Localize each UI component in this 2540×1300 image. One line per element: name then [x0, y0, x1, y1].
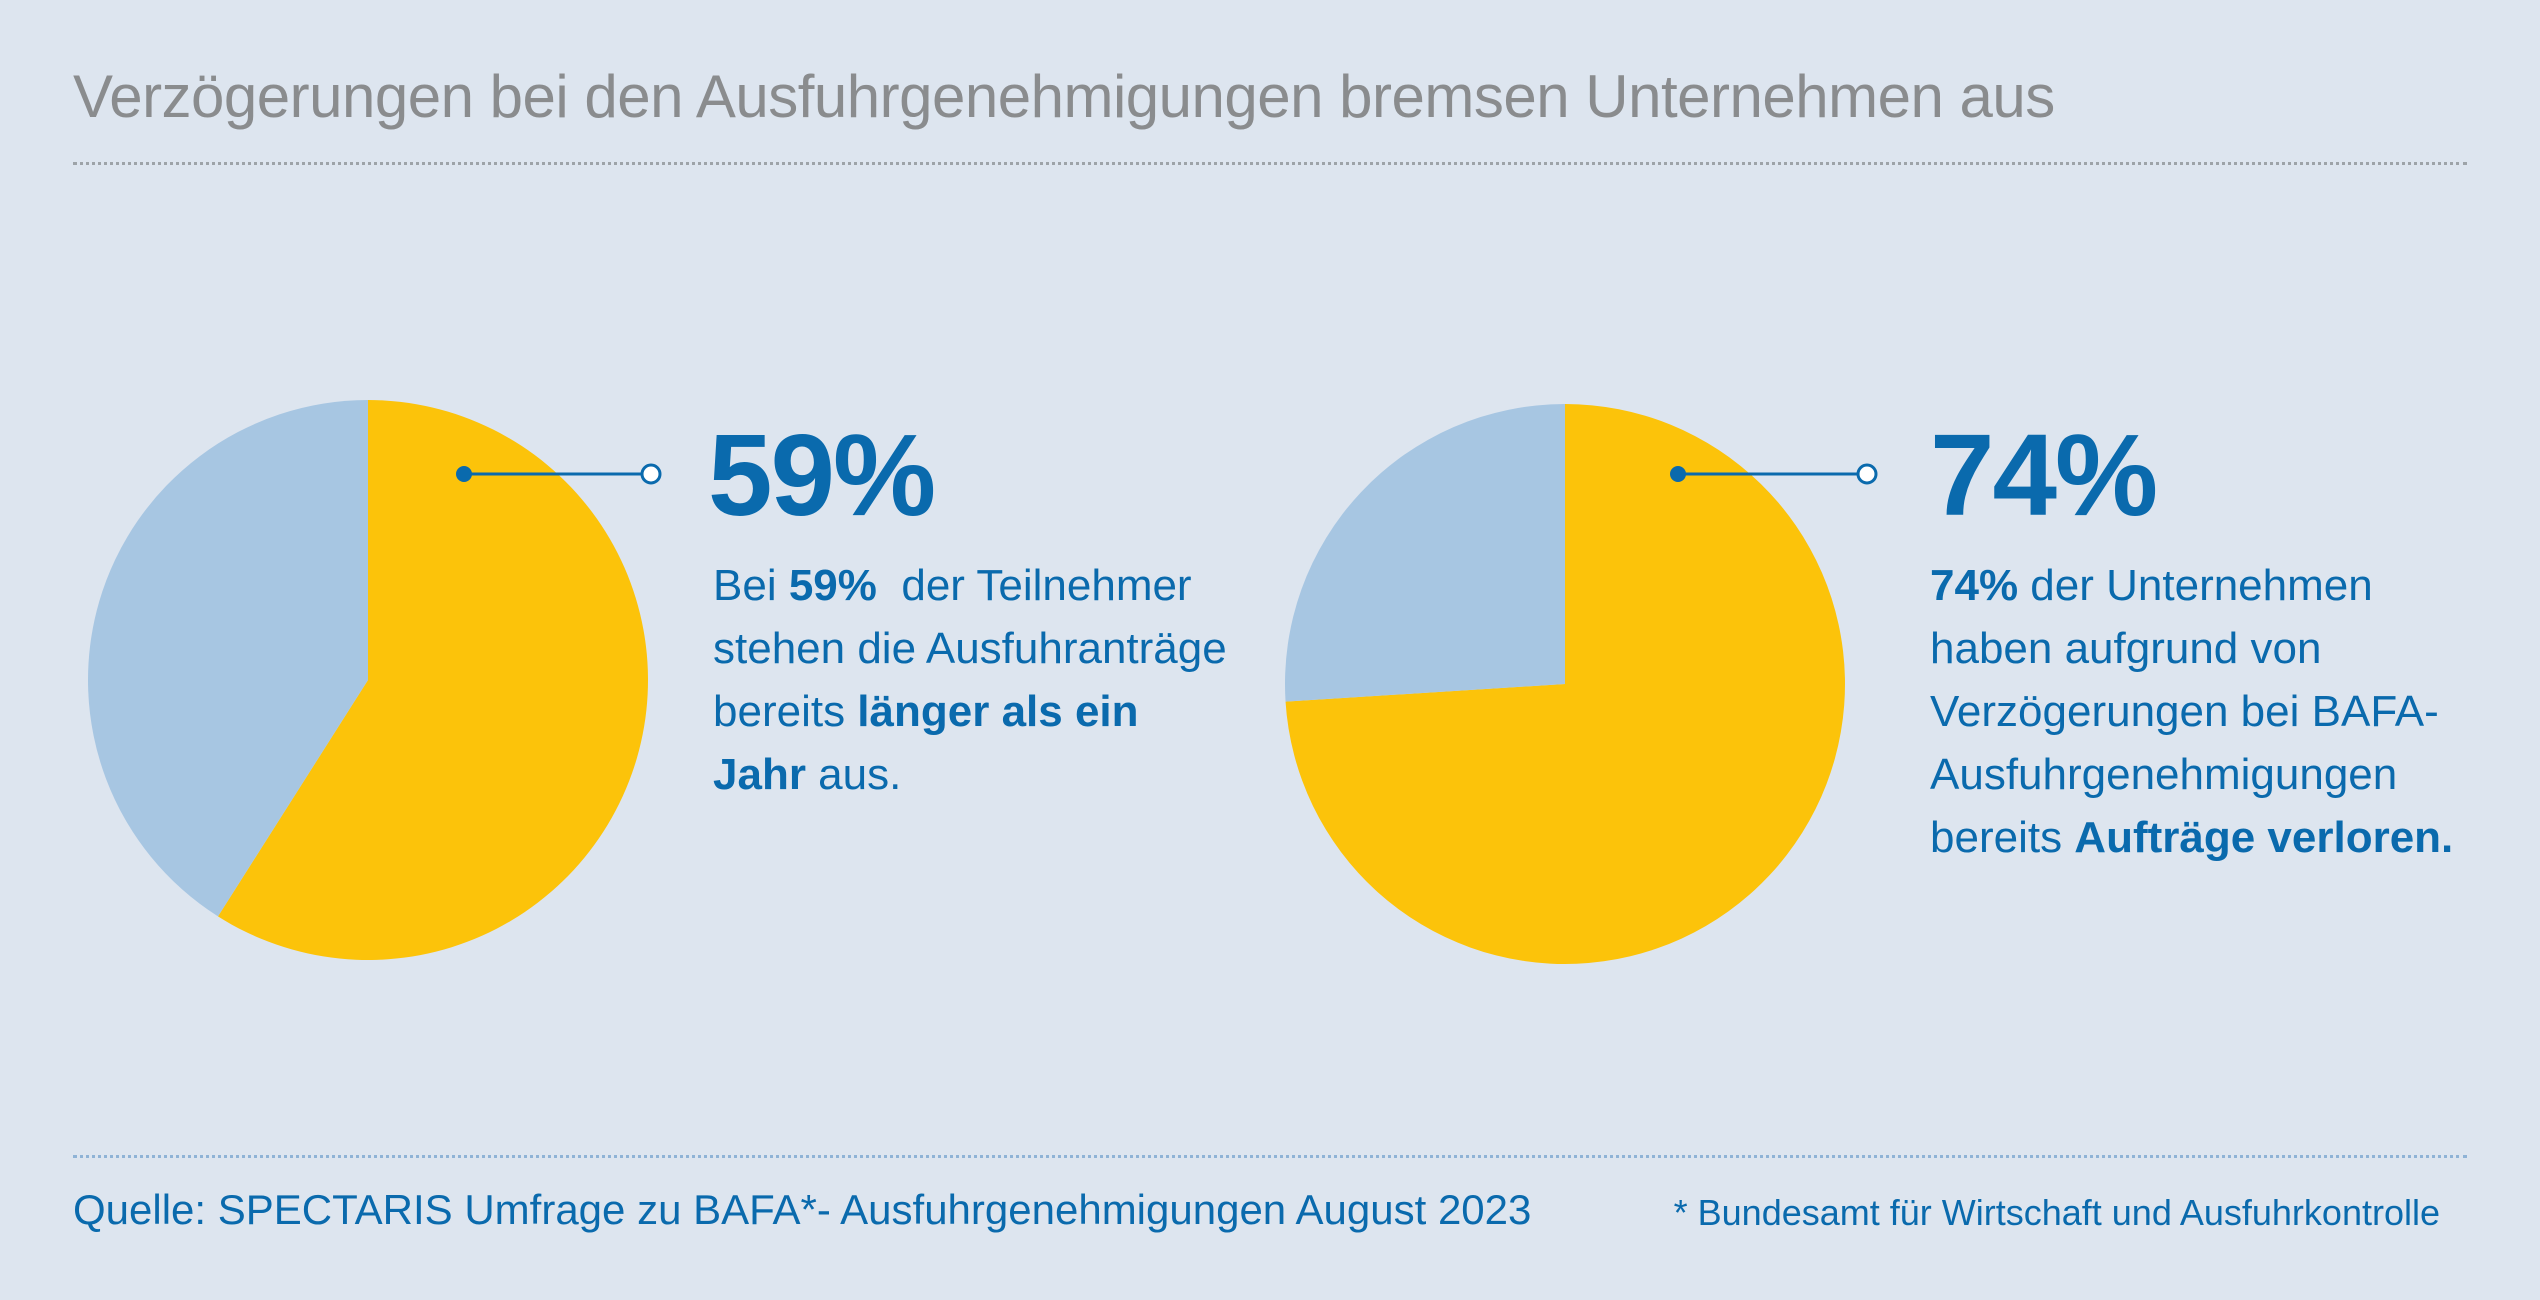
callout-2-dot	[1670, 466, 1686, 482]
pie-1-line-4: Jahr aus.	[713, 750, 902, 799]
footnote: * Bundesamt für Wirtschaft und Ausfuhrko…	[1673, 1192, 2440, 1233]
pie-2-slice-remainder	[1284, 404, 1565, 702]
pie-2-line-1: 74% der Unternehmen	[1930, 561, 2373, 610]
callout-1-dot	[456, 466, 472, 482]
pie-1-line-3: bereits länger als ein	[713, 687, 1139, 736]
pie-2-line-4: Ausfuhrgenehmigungen	[1930, 750, 2398, 799]
pie-1-big-value: 59%	[708, 410, 936, 540]
pie-2-big-value: 74%	[1930, 410, 2158, 540]
pie-chart-2	[1284, 404, 1845, 965]
chart-title: Verzögerungen bei den Ausfuhrgenehmigung…	[73, 63, 2055, 130]
pie-2-line-3: Verzögerungen bei BAFA-	[1930, 687, 2439, 736]
callout-2-ring	[1856, 463, 1878, 485]
pie-1-slice-highlight	[217, 400, 649, 961]
source-note: Quelle: SPECTARIS Umfrage zu BAFA*- Ausf…	[73, 1186, 1532, 1233]
title-divider	[73, 162, 2467, 165]
footer-divider	[73, 1155, 2467, 1158]
callout-1-ring	[640, 463, 662, 485]
pie-2-slice-highlight	[1285, 404, 1845, 965]
pie-1-description: Bei 59% der Teilnehmer stehen die Ausfuh…	[713, 554, 1227, 806]
pie-2-line-5: bereits Aufträge verloren.	[1930, 813, 2454, 862]
pie-1-slice-remainder	[88, 400, 368, 917]
callout-2	[1670, 463, 1878, 485]
callout-1	[456, 463, 662, 485]
pie-chart-1	[88, 400, 649, 961]
pie-1-line-1: Bei 59% der Teilnehmer	[713, 561, 1192, 610]
pie-1-line-2: stehen die Ausfuhranträge	[713, 624, 1227, 673]
pie-2-description: 74% der Unternehmen haben aufgrund von V…	[1930, 554, 2453, 869]
pie-2-line-2: haben aufgrund von	[1930, 624, 2322, 673]
